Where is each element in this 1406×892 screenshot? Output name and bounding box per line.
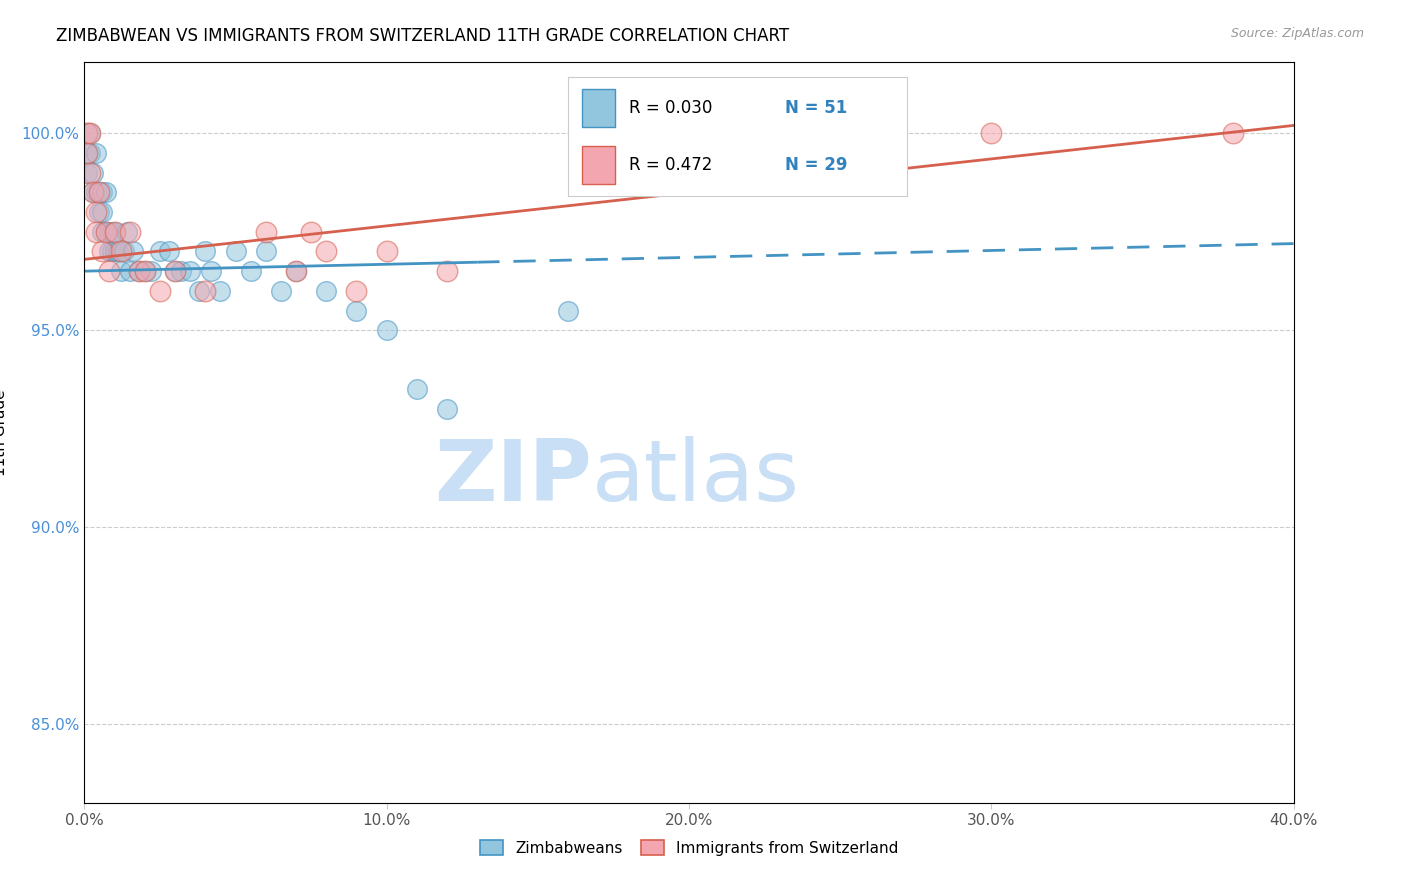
Point xyxy=(270,284,292,298)
Point xyxy=(436,402,458,417)
Point xyxy=(225,244,247,259)
Point xyxy=(157,244,180,259)
Point xyxy=(165,264,187,278)
Point xyxy=(104,225,127,239)
Point xyxy=(86,146,108,161)
Point xyxy=(346,284,368,298)
Point xyxy=(82,186,104,200)
Point xyxy=(89,186,111,200)
Point xyxy=(346,303,368,318)
Point xyxy=(79,126,101,140)
Point xyxy=(406,382,429,396)
Point xyxy=(436,264,458,278)
Point xyxy=(285,264,308,278)
Y-axis label: 11th Grade: 11th Grade xyxy=(0,389,7,476)
Point xyxy=(94,225,117,239)
Point xyxy=(76,146,98,161)
Point xyxy=(254,225,277,239)
Point xyxy=(375,244,398,259)
Point xyxy=(678,126,700,140)
Point xyxy=(82,186,104,200)
Text: atlas: atlas xyxy=(592,435,800,518)
Point xyxy=(139,264,162,278)
Point xyxy=(91,186,114,200)
Point xyxy=(104,225,127,239)
Point xyxy=(179,264,201,278)
Point xyxy=(188,284,211,298)
Point xyxy=(315,284,337,298)
Point xyxy=(149,244,172,259)
Point xyxy=(94,186,117,200)
Text: ZIP: ZIP xyxy=(434,435,592,518)
Point xyxy=(118,225,141,239)
Point xyxy=(121,244,143,259)
Point xyxy=(128,264,150,278)
Point xyxy=(1222,126,1244,140)
Point xyxy=(97,264,120,278)
Point xyxy=(112,244,135,259)
Point xyxy=(82,166,104,180)
Point xyxy=(254,244,277,259)
Point xyxy=(91,225,114,239)
Point xyxy=(285,264,308,278)
Point xyxy=(149,284,172,298)
Point xyxy=(104,244,127,259)
Point xyxy=(91,205,114,219)
Point xyxy=(980,126,1002,140)
Point xyxy=(239,264,262,278)
Point xyxy=(115,225,138,239)
Point xyxy=(97,244,120,259)
Point xyxy=(76,166,98,180)
Point xyxy=(76,146,98,161)
Point xyxy=(170,264,193,278)
Point xyxy=(100,244,122,259)
Point xyxy=(97,225,120,239)
Point xyxy=(134,264,156,278)
Point xyxy=(107,244,129,259)
Legend: Zimbabweans, Immigrants from Switzerland: Zimbabweans, Immigrants from Switzerland xyxy=(474,834,904,862)
Point xyxy=(110,244,132,259)
Point xyxy=(194,284,217,298)
Point xyxy=(89,186,111,200)
Point xyxy=(557,303,579,318)
Point xyxy=(165,264,187,278)
Point xyxy=(110,264,132,278)
Point xyxy=(79,166,101,180)
Point xyxy=(86,225,108,239)
Point xyxy=(86,186,108,200)
Point xyxy=(128,264,150,278)
Point xyxy=(94,225,117,239)
Point xyxy=(91,244,114,259)
Point xyxy=(89,205,111,219)
Point xyxy=(299,225,322,239)
Point xyxy=(76,126,98,140)
Point xyxy=(134,264,156,278)
Point xyxy=(76,126,98,140)
Point xyxy=(194,244,217,259)
Point xyxy=(79,146,101,161)
Point xyxy=(118,264,141,278)
Text: ZIMBABWEAN VS IMMIGRANTS FROM SWITZERLAND 11TH GRADE CORRELATION CHART: ZIMBABWEAN VS IMMIGRANTS FROM SWITZERLAN… xyxy=(56,27,789,45)
Point xyxy=(209,284,232,298)
Point xyxy=(100,225,122,239)
Point xyxy=(79,126,101,140)
Text: Source: ZipAtlas.com: Source: ZipAtlas.com xyxy=(1230,27,1364,40)
Point xyxy=(375,323,398,337)
Point xyxy=(200,264,222,278)
Point xyxy=(86,205,108,219)
Point xyxy=(315,244,337,259)
